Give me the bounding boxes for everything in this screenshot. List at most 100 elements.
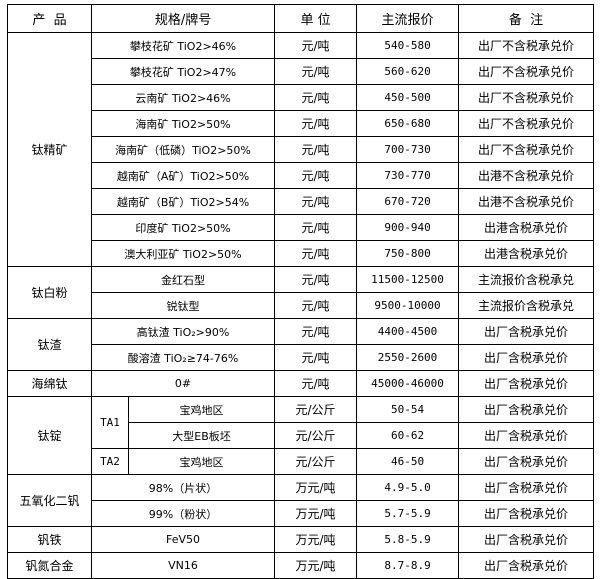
note-cell: 出厂不含税承兑价: [458, 58, 595, 85]
unit-cell: 元/吨: [274, 318, 358, 345]
table-row: 越南矿（B矿）TiO2>54% 元/吨 670-720 出港不含税承兑价: [8, 188, 595, 215]
spec-cell: 攀枝花矿 TiO2>47%: [90, 58, 276, 85]
note-cell: 出厂含税承兑价: [458, 526, 595, 553]
table-row: 印度矿 TiO2>50% 元/吨 900-940 出港含税承兑价: [8, 214, 595, 241]
unit-cell: 万元/吨: [274, 526, 358, 553]
table-row: 99%（粉状） 万元/吨 5.7-5.9 出厂含税承兑价: [8, 500, 595, 527]
note-cell: 出厂含税承兑价: [458, 448, 595, 475]
table-row: 云南矿 TiO2>46% 元/吨 450-500 出厂不含税承兑价: [8, 84, 595, 111]
product-name: 钛锭: [7, 396, 92, 475]
unit-cell: 元/吨: [274, 188, 358, 215]
unit-cell: 元/吨: [274, 58, 358, 85]
price-cell: 45000-46000: [356, 370, 460, 397]
note-cell: 出厂含税承兑价: [458, 474, 595, 501]
price-cell: 560-620: [356, 58, 460, 85]
note-cell: 出厂含税承兑价: [458, 422, 595, 449]
price-cell: 2550-2600: [356, 344, 460, 371]
spec-cell: 越南矿（A矿）TiO2>50%: [90, 162, 276, 189]
table-row: 海绵钛 0# 元/吨 45000-46000 出厂含税承兑价: [7, 370, 595, 397]
price-cell: 5.8-5.9: [356, 526, 460, 553]
note-cell: 出厂含税承兑价: [458, 500, 595, 527]
spec-cell: 攀枝花矿 TiO2>46%: [90, 32, 276, 59]
note-cell: 出港含税承兑价: [458, 240, 595, 267]
unit-cell: 万元/吨: [274, 474, 358, 501]
unit-cell: 元/吨: [274, 370, 358, 397]
note-cell: 出厂含税承兑价: [458, 552, 595, 579]
note-cell: 出港含税承兑价: [458, 214, 595, 241]
unit-cell: 万元/吨: [274, 500, 358, 527]
header-row: 产 品 规格/牌号 单 位 主流报价 备 注: [7, 4, 595, 33]
spec-cell: 海南矿 TiO2>50%: [90, 110, 276, 137]
unit-cell: 元/吨: [274, 214, 358, 241]
unit-cell: 元/公斤: [274, 422, 358, 449]
table-row: 澳大利亚矿 TiO2>50% 元/吨 750-800 出港含税承兑价: [8, 240, 595, 267]
spec-cell: 宝鸡地区: [127, 396, 276, 423]
unit-cell: 元/吨: [274, 84, 358, 111]
table-row: 钛精矿 攀枝花矿 TiO2>46% 元/吨 540-580 出厂不含税承兑价: [7, 32, 595, 267]
product-name: 五氧化二钒: [7, 474, 92, 527]
header-note: 备 注: [458, 4, 595, 33]
price-cell: 650-680: [356, 110, 460, 137]
price-cell: 900-940: [356, 214, 460, 241]
unit-cell: 元/吨: [274, 110, 358, 137]
unit-cell: 元/吨: [274, 292, 358, 319]
price-cell: 700-730: [356, 136, 460, 163]
spec-cell: 98%（片状）: [90, 474, 276, 501]
price-cell: 4400-4500: [356, 318, 460, 345]
table-row: 锐钛型 元/吨 9500-10000 主流报价含税承兑: [8, 292, 595, 319]
table-row: 攀枝花矿 TiO2>47% 元/吨 560-620 出厂不含税承兑价: [8, 58, 595, 85]
table-row: 钛锭 TA1 宝鸡地区 元/公斤 50-54 出厂含税承兑价: [7, 396, 595, 475]
spec-cell: 99%（粉状）: [90, 500, 276, 527]
grade-label: TA1: [91, 396, 129, 449]
unit-cell: 元/吨: [274, 162, 358, 189]
price-cell: 540-580: [356, 32, 460, 59]
unit-cell: 万元/吨: [274, 552, 358, 579]
table-row: 钛白粉 金红石型 元/吨 11500-12500 主流报价含税承兑: [7, 266, 595, 319]
price-cell: 60-62: [356, 422, 460, 449]
spec-cell: 澳大利亚矿 TiO2>50%: [90, 240, 276, 267]
price-cell: 450-500: [356, 84, 460, 111]
table-row: 钒氮合金 VN16 万元/吨 8.7-8.9 出厂含税承兑价: [7, 552, 595, 579]
product-name: 钛白粉: [7, 266, 92, 319]
product-name: 海绵钛: [7, 370, 92, 397]
note-cell: 出厂不含税承兑价: [458, 32, 595, 59]
unit-cell: 元/吨: [274, 32, 358, 59]
table-row: 越南矿（A矿）TiO2>50% 元/吨 730-770 出港不含税承兑价: [8, 162, 595, 189]
unit-cell: 元/吨: [274, 266, 358, 293]
table-row: 钒铁 FeV50 万元/吨 5.8-5.9 出厂含税承兑价: [7, 526, 595, 553]
table-row: 海南矿 TiO2>50% 元/吨 650-680 出厂不含税承兑价: [8, 110, 595, 137]
spec-cell: 大型EB板坯: [127, 422, 276, 449]
spec-cell: VN16: [90, 552, 276, 579]
note-cell: 出港不含税承兑价: [458, 162, 595, 189]
spec-cell: 越南矿（B矿）TiO2>54%: [90, 188, 276, 215]
price-cell: 11500-12500: [356, 266, 460, 293]
table-row: 酸溶渣 TiO₂≥74-76% 元/吨 2550-2600 出厂含税承兑价: [8, 344, 595, 371]
spec-cell: 锐钛型: [90, 292, 276, 319]
note-cell: 出厂不含税承兑价: [458, 84, 595, 111]
note-cell: 主流报价含税承兑: [458, 292, 595, 319]
price-cell: 50-54: [356, 396, 460, 423]
spec-cell: 金红石型: [90, 266, 276, 293]
price-cell: 5.7-5.9: [356, 500, 460, 527]
price-cell: 4.9-5.0: [356, 474, 460, 501]
note-cell: 出厂不含税承兑价: [458, 110, 595, 137]
spec-cell: 酸溶渣 TiO₂≥74-76%: [90, 344, 276, 371]
unit-cell: 元/吨: [274, 344, 358, 371]
product-name: 钛渣: [7, 318, 92, 371]
price-cell: 670-720: [356, 188, 460, 215]
unit-cell: 元/吨: [274, 136, 358, 163]
spec-cell: 印度矿 TiO2>50%: [90, 214, 276, 241]
note-cell: 出厂含税承兑价: [458, 344, 595, 371]
unit-cell: 元/吨: [274, 240, 358, 267]
spec-cell: 高钛渣 TiO₂>90%: [90, 318, 276, 345]
note-cell: 出厂不含税承兑价: [458, 136, 595, 163]
unit-cell: 元/公斤: [274, 448, 358, 475]
header-product: 产 品: [7, 4, 92, 33]
table-row: 海南矿（低磷）TiO2>50% 元/吨 700-730 出厂不含税承兑价: [8, 136, 595, 163]
table-row: 五氧化二钒 98%（片状） 万元/吨 4.9-5.0 出厂含税承兑价: [7, 474, 595, 527]
note-cell: 出厂含税承兑价: [458, 396, 595, 423]
product-name: 钒铁: [7, 526, 92, 553]
spec-cell: FeV50: [90, 526, 276, 553]
header-spec: 规格/牌号: [90, 4, 276, 33]
unit-cell: 元/公斤: [274, 396, 358, 423]
